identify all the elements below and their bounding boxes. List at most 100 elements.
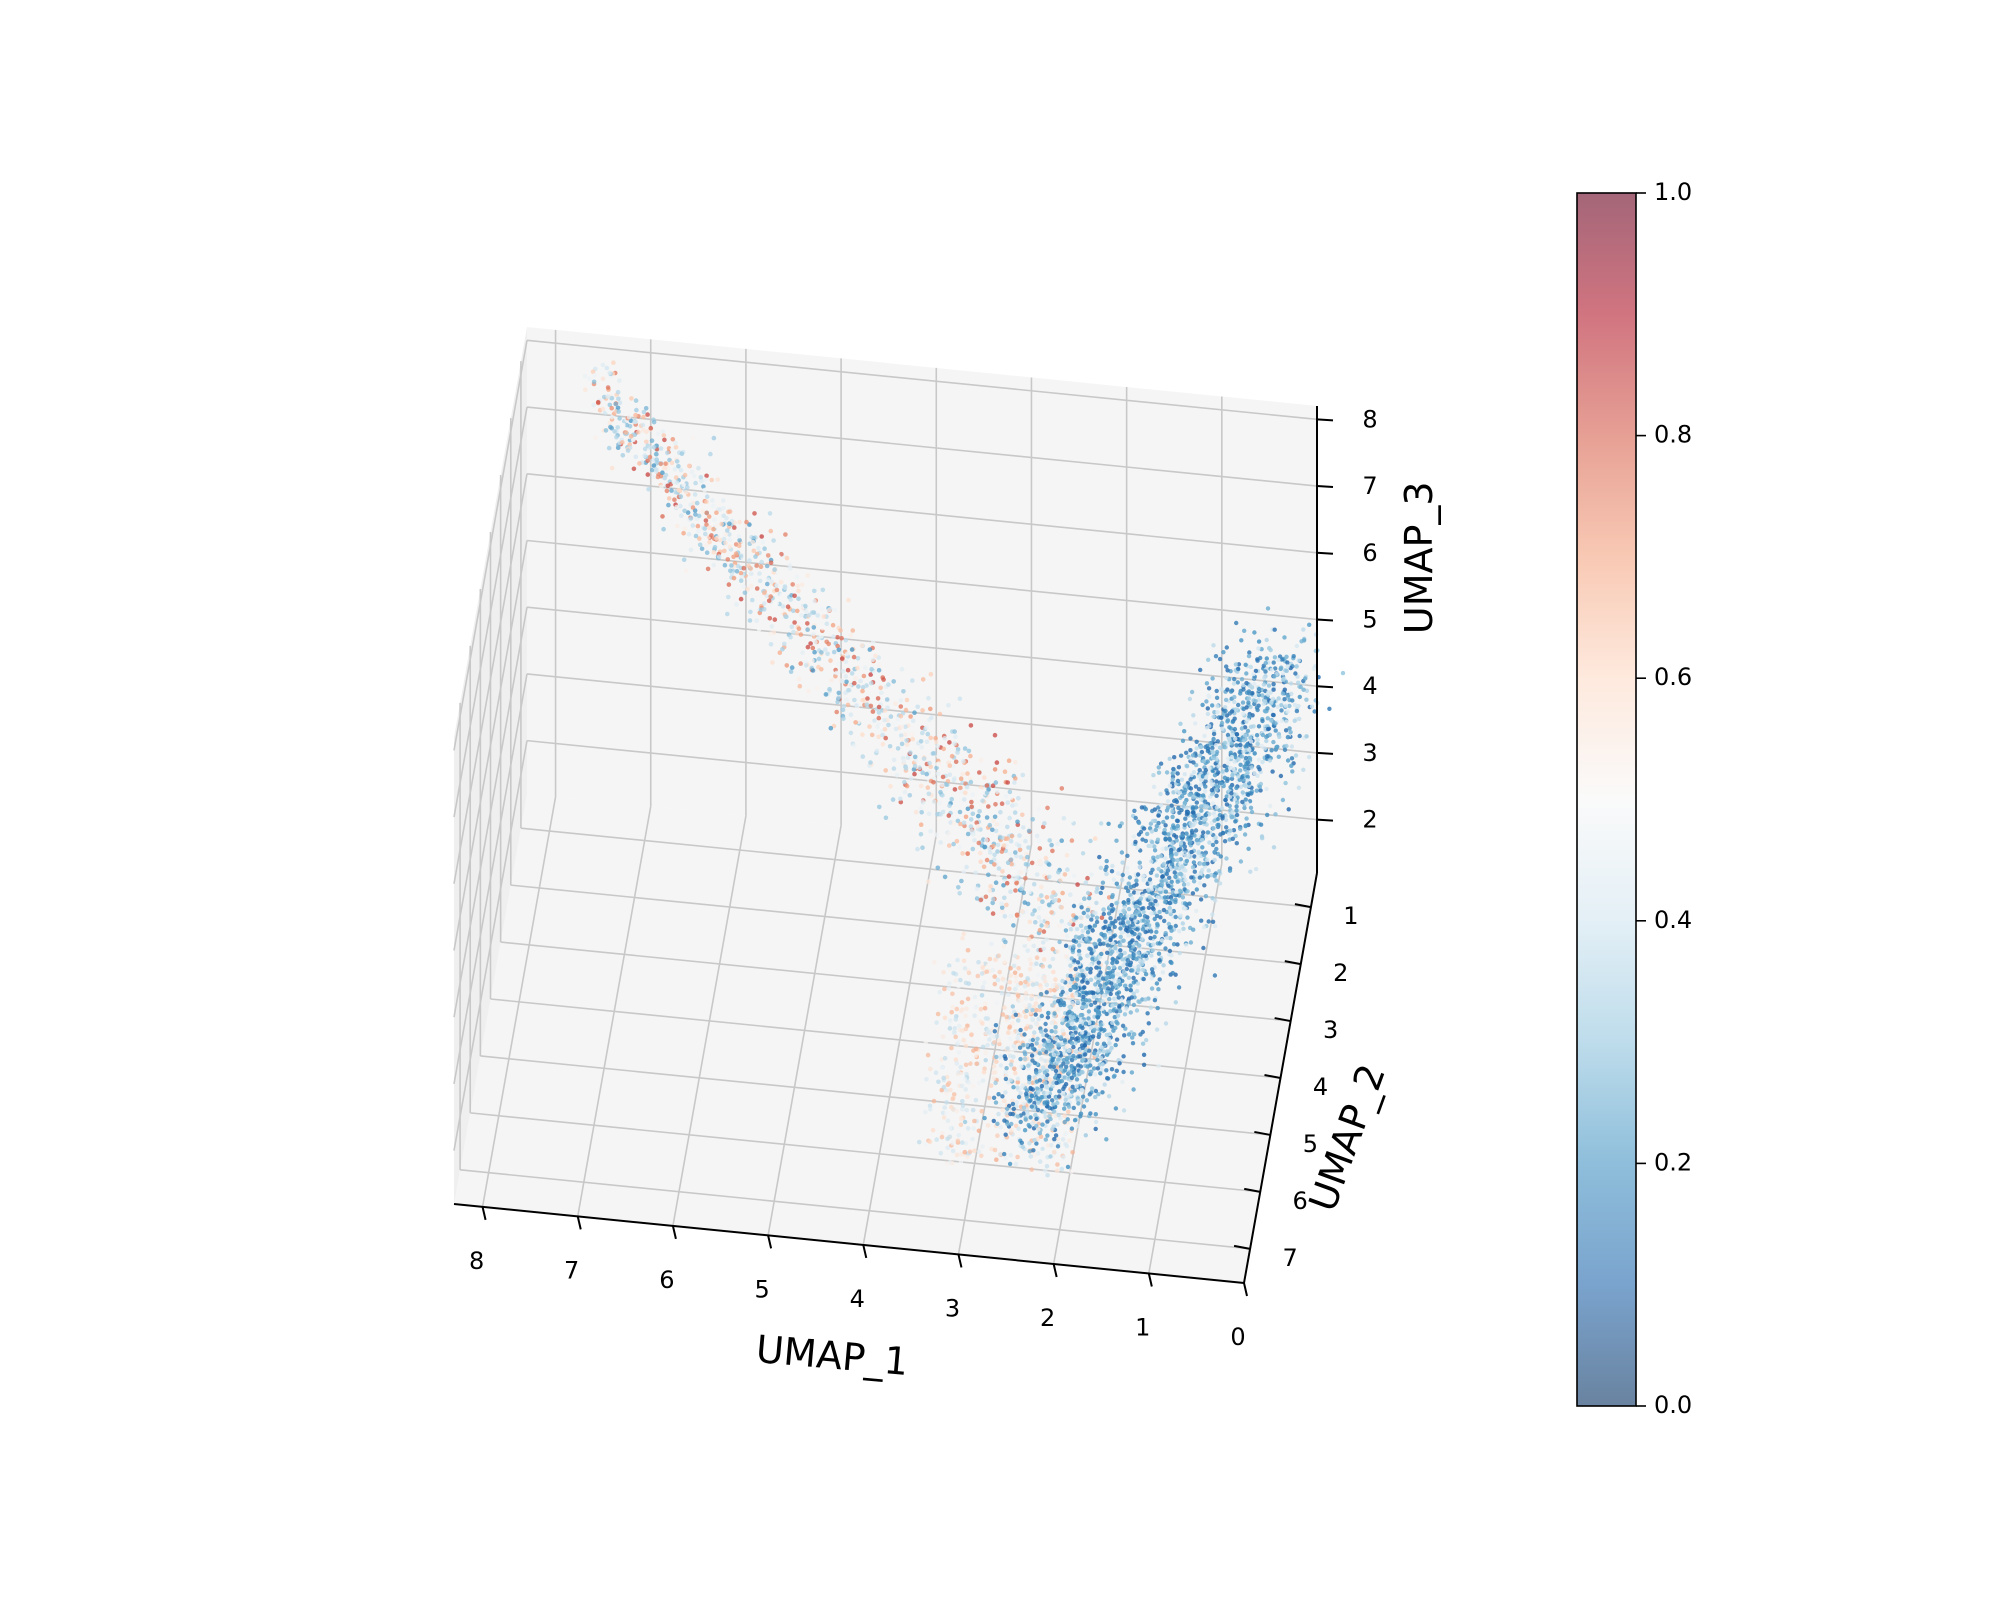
data-point [1060,1017,1065,1022]
data-point [972,1013,977,1018]
data-point [1036,915,1042,920]
data-point [737,519,742,525]
data-point [1023,1117,1028,1122]
data-point [1169,960,1174,966]
data-point [904,742,910,747]
data-point [759,534,764,539]
data-point [669,447,675,453]
data-point [1041,1032,1046,1038]
data-point [920,845,925,850]
data-point [1264,786,1269,792]
data-point [1287,703,1292,709]
data-point [1099,990,1104,995]
data-point [1017,1013,1023,1019]
data-point [1095,1009,1101,1015]
data-point [1174,851,1179,857]
data-point [1217,869,1222,874]
data-point [1285,694,1291,699]
data-point [1281,677,1286,683]
data-point [1110,1003,1115,1008]
data-point [1027,1076,1032,1082]
data-point [1085,966,1090,971]
data-point [1167,875,1172,880]
data-point [1010,1101,1016,1107]
y-tick-mark [1284,960,1301,966]
data-point [1252,771,1257,776]
data-point [960,1028,965,1033]
data-point [1060,890,1065,896]
data-point [1053,1133,1059,1138]
data-point [823,647,828,652]
data-point [1015,819,1020,825]
data-point [965,948,971,953]
data-point [945,1118,951,1123]
data-point [1065,1164,1071,1170]
data-point [1309,704,1315,709]
data-point [882,727,888,732]
data-point [965,996,971,1002]
data-point [1161,819,1166,825]
data-point [1077,1054,1083,1059]
data-point [956,772,961,777]
data-point [1055,1100,1060,1106]
data-point [1044,1085,1050,1090]
y-tick-mark [1274,1017,1291,1023]
data-point [1052,1011,1057,1016]
data-point [921,835,926,841]
data-point [749,583,754,589]
data-point [954,1108,960,1114]
data-point [935,743,940,749]
data-point [870,657,875,662]
data-point [1013,776,1018,781]
data-point [1021,940,1026,945]
data-point [1126,1000,1131,1005]
data-point [810,658,815,664]
data-point [1146,887,1151,892]
data-point [1017,833,1022,838]
data-point [1158,853,1163,859]
data-point [908,776,914,781]
data-point [1037,1051,1043,1056]
data-point [1181,804,1186,809]
data-point [1115,1013,1121,1018]
data-point [1214,779,1219,784]
data-point [1073,1030,1078,1035]
data-point [1163,889,1169,894]
data-point [902,779,907,785]
data-point [666,466,671,472]
data-point [1052,1136,1057,1142]
data-point [953,734,958,739]
data-point [1244,680,1249,686]
data-point [1048,998,1054,1004]
data-point [1234,743,1239,748]
data-point [1172,870,1177,875]
data-point [908,750,913,755]
data-point [692,492,698,497]
data-point [1212,973,1218,978]
data-point [963,1026,969,1032]
data-point [1134,1008,1140,1013]
data-point [1224,814,1229,819]
data-point [780,604,786,609]
data-point [831,649,837,655]
data-point [946,986,952,991]
data-point [1003,1132,1008,1137]
data-point [1165,805,1171,810]
data-point [1085,914,1091,919]
data-point [1046,1094,1052,1099]
data-point [1121,938,1126,943]
data-point [682,526,688,532]
data-point [1149,829,1155,834]
data-point [1201,925,1207,930]
data-point [1016,796,1021,801]
data-point [976,813,981,819]
data-point [1110,974,1116,979]
data-point [868,672,873,677]
data-point [1013,1070,1018,1076]
data-point [1156,987,1161,992]
data-point [1199,837,1205,843]
data-point [1132,1032,1137,1037]
data-point [757,578,763,584]
data-point [1064,1044,1070,1049]
data-point [1084,1098,1090,1103]
